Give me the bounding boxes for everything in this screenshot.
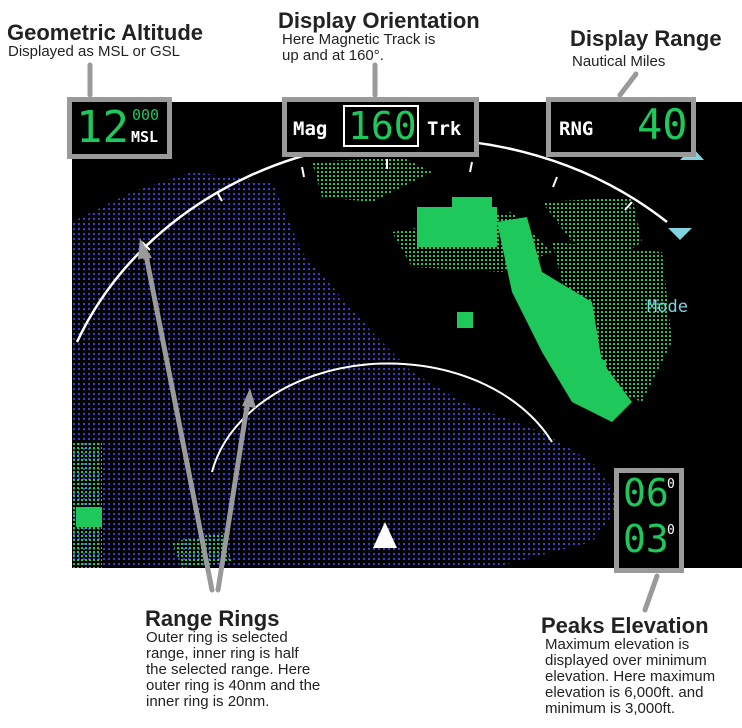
peaks-line-1: Maximum elevation is (545, 636, 690, 653)
peaks-line-3: elevation. Here maximum (545, 668, 716, 685)
altitude-title: Geometric Altitude (7, 20, 203, 45)
rings-line-1: Outer ring is selected (146, 629, 288, 646)
altitude-hundreds: 000 (132, 106, 160, 124)
rings-line-5: inner ring is 20nm. (146, 693, 270, 710)
peaks-line-5: minimum is 3,000ft. (545, 700, 676, 717)
heading-box: 160 (343, 104, 419, 148)
high-terrain-green (72, 157, 672, 568)
peaks-line-4: elevation is 6,000ft. and (545, 684, 704, 701)
orientation-mode: Trk (427, 118, 462, 140)
orientation-subtitle-1: Here Magnetic Track is (282, 31, 436, 48)
altitude-thousands: 12 (76, 102, 129, 153)
peak-max: 06 (623, 471, 669, 515)
orientation-title: Display Orientation (278, 8, 480, 33)
range-box: RNG 40 (546, 97, 696, 157)
range-title: Display Range (570, 26, 722, 51)
altitude-reference: MSL (131, 128, 159, 146)
mode-label[interactable]: Mode (647, 297, 688, 317)
range-subtitle: Nautical Miles (572, 53, 666, 70)
rings-line-4: outer ring is 40nm and the (146, 677, 321, 694)
peaks-title: Peaks Elevation (541, 613, 709, 638)
peaks-box: 06 0 03 0 (614, 468, 684, 573)
peak-max-degree: 0 (667, 477, 675, 492)
range-value: 40 (637, 100, 688, 149)
rings-line-3: the selected range. Here (146, 661, 311, 678)
range-down-arrow-icon[interactable] (668, 228, 692, 240)
ownship-icon (373, 522, 397, 548)
peak-min: 03 (623, 517, 669, 561)
orientation-ref: Mag (293, 118, 328, 140)
peaks-line-2: displayed over minimum (545, 652, 707, 669)
rings-title: Range Rings (145, 606, 280, 631)
rings-line-2: range, inner ring is half (146, 645, 299, 662)
peak-min-degree: 0 (667, 523, 675, 538)
low-terrain-blue (72, 172, 622, 568)
heading-value: 160 (348, 104, 417, 148)
altitude-subtitle: Displayed as MSL or GSL (8, 43, 181, 60)
orientation-box: Mag 160 Trk (282, 97, 479, 157)
range-label: RNG (559, 118, 594, 140)
orientation-subtitle-2: up and at 160°. (282, 47, 384, 64)
altitude-box: 12 000 MSL (67, 97, 172, 159)
